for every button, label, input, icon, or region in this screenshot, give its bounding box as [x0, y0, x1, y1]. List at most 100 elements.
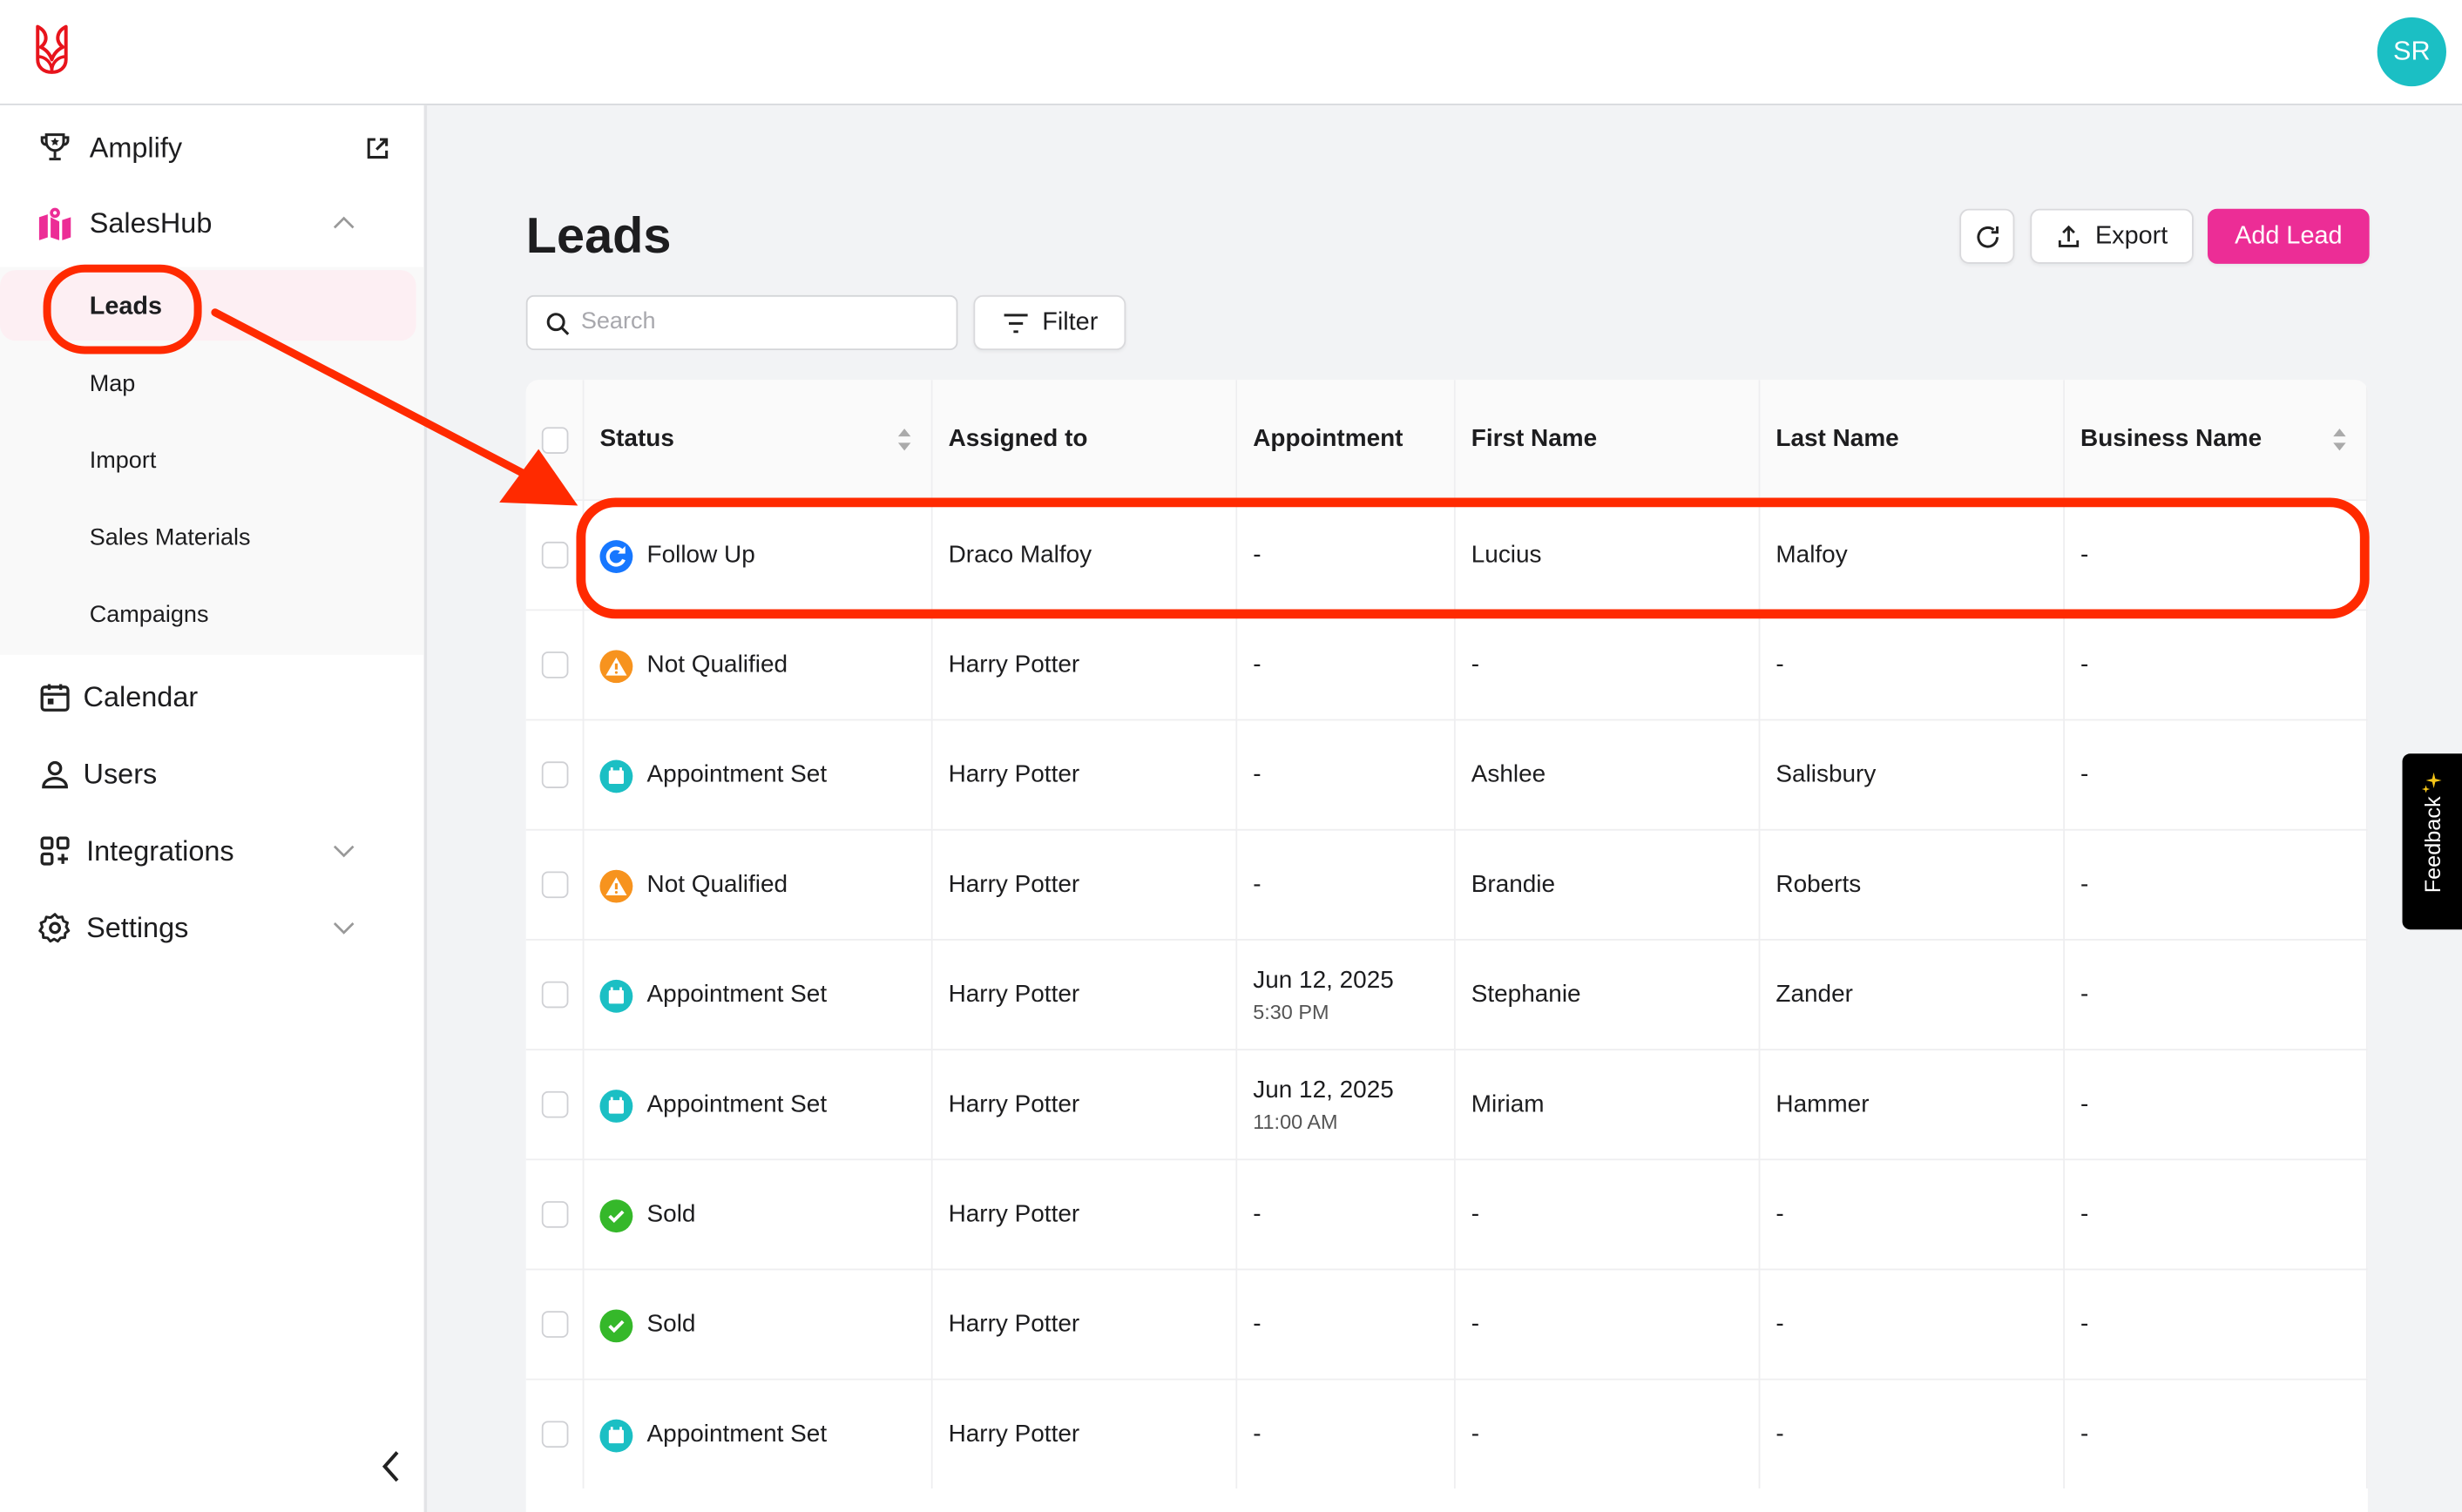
cell-appt: - [1237, 828, 1456, 940]
sidebar-subitem-import[interactable]: Import [89, 447, 157, 475]
collapse-sidebar-chevron-icon[interactable] [377, 1449, 405, 1484]
row-checkbox[interactable] [541, 871, 569, 899]
table-row[interactable]: Sold Harry Potter - - - - [525, 1158, 2368, 1269]
cell-text: Harry Potter [948, 980, 1080, 1008]
sidebar-item-users[interactable]: Users [0, 743, 424, 806]
cell-status: Sold [584, 1158, 933, 1269]
calendar-status-icon [599, 1419, 633, 1453]
refresh-button[interactable] [1959, 208, 2015, 264]
sidebar-item-label: Integrations [86, 834, 234, 867]
row-checkbox-cell [525, 719, 585, 829]
cell-text: - [1775, 1310, 1784, 1337]
cell-text: - [2080, 1420, 2089, 1448]
sidebar-subitem-map[interactable]: Map [89, 370, 136, 398]
cell-text: Stephanie [1471, 980, 1581, 1008]
row-checkbox[interactable] [541, 1421, 569, 1448]
sidebar-item-label: Users [83, 757, 158, 789]
sidebar-item-label: Calendar [83, 680, 199, 712]
cell-text: - [1253, 870, 1261, 898]
row-checkbox[interactable] [541, 761, 569, 788]
app-logo[interactable] [33, 22, 71, 75]
cell-text: Not Qualified [646, 651, 788, 678]
cell-status: Follow Up [584, 499, 933, 610]
follow-up-status-icon [599, 540, 633, 573]
map-pin-icon [38, 207, 71, 240]
column-header-business-name[interactable]: Business Name [2065, 380, 2368, 500]
table-row[interactable]: Not Qualified Harry Potter - - - - [525, 609, 2368, 719]
sort-icon[interactable] [2331, 427, 2347, 452]
row-checkbox-cell [525, 609, 585, 719]
user-avatar[interactable]: SR [2377, 17, 2446, 87]
cell-text: Salisbury [1775, 760, 1877, 788]
sidebar-subitem-leads[interactable]: Leads [89, 294, 163, 321]
gear-icon [38, 913, 71, 943]
chevron-down-icon[interactable] [329, 837, 357, 865]
sidebar-subitem-campaigns[interactable]: Campaigns [89, 601, 209, 629]
chevron-up-icon[interactable] [329, 209, 357, 237]
row-checkbox[interactable] [541, 541, 569, 569]
filter-icon [1004, 313, 1028, 333]
cell-status: Appointment Set [584, 719, 933, 829]
cell-text: Harry Potter [948, 651, 1080, 678]
cell-text: Sold [646, 1310, 696, 1337]
sidebar-item-settings[interactable]: Settings [0, 896, 424, 959]
export-label: Export [2094, 222, 2168, 249]
cell-text: Harry Potter [948, 870, 1080, 898]
search-icon [546, 313, 570, 335]
table-row[interactable]: Appointment Set Harry Potter - - - - [525, 1378, 2368, 1488]
row-checkbox[interactable] [541, 651, 569, 678]
feedback-tab[interactable]: Feedback [2402, 753, 2462, 930]
search-box[interactable] [525, 294, 958, 351]
table-row[interactable]: Sold Harry Potter - - - - [525, 1268, 2368, 1379]
row-checkbox[interactable] [541, 1090, 569, 1118]
row-checkbox[interactable] [541, 1201, 569, 1228]
cell-first: Brandie [1455, 828, 1761, 940]
cell-text: - [1471, 651, 1480, 678]
table-row[interactable]: Not Qualified Harry Potter - Brandie Roberts… [525, 828, 2368, 940]
column-header-assigned-to[interactable]: Assigned to [932, 380, 1238, 500]
cell-appt: Jun 12, 2025 5:30 PM [1237, 939, 1456, 1050]
cell-business: - [2065, 1049, 2368, 1159]
cell-text: Ashlee [1471, 760, 1546, 788]
cell-assigned: Harry Potter [932, 1378, 1238, 1488]
calendar-icon [40, 684, 70, 712]
cell-appt: - [1237, 609, 1456, 719]
page-title: Leads [525, 206, 672, 264]
cell-text: Jun 12, 2025 [1253, 1076, 1394, 1104]
cell-text: - [2080, 760, 2089, 788]
filter-label: Filter [1042, 308, 1099, 335]
cell-text: Jun 12, 2025 [1253, 966, 1394, 994]
cell-text: - [2080, 1090, 2089, 1117]
cell-text: Appointment Set [646, 760, 828, 788]
sidebar-item-amplify[interactable]: Amplify [0, 116, 424, 179]
sidebar-item-saleshub[interactable]: SalesHub [0, 192, 424, 254]
table-row[interactable]: Follow Up Draco Malfoy - Lucius Malfoy - [525, 499, 2368, 610]
select-all-checkbox[interactable] [541, 426, 569, 454]
export-button[interactable]: Export [2030, 208, 2194, 264]
column-header-appointment[interactable]: Appointment [1237, 380, 1456, 500]
sidebar-item-calendar[interactable]: Calendar [0, 665, 424, 728]
column-header-first-name[interactable]: First Name [1455, 380, 1761, 500]
external-link-icon[interactable] [364, 134, 391, 161]
cell-text: - [1775, 651, 1784, 678]
column-header-label: Business Name [2080, 425, 2262, 453]
table-row[interactable]: Appointment Set Harry Potter Jun 12, 2025 1… [525, 1049, 2368, 1159]
cell-text: Harry Potter [948, 1420, 1080, 1448]
column-header-last-name[interactable]: Last Name [1760, 380, 2066, 500]
table-row[interactable]: Appointment Set Harry Potter Jun 12, 2025 5… [525, 939, 2368, 1050]
sidebar-item-integrations[interactable]: Integrations [0, 820, 424, 882]
calendar-status-icon [599, 979, 633, 1013]
add-lead-button[interactable]: Add Lead [2208, 208, 2370, 264]
cell-business: - [2065, 1378, 2368, 1488]
sort-icon[interactable] [896, 427, 912, 452]
cell-text: - [2080, 980, 2089, 1008]
chevron-down-icon[interactable] [329, 914, 357, 942]
cell-text: - [1253, 1420, 1261, 1448]
search-input[interactable] [578, 306, 939, 336]
row-checkbox[interactable] [541, 981, 569, 1009]
column-header-status[interactable]: Status [584, 380, 933, 500]
row-checkbox[interactable] [541, 1311, 569, 1338]
table-row[interactable]: Appointment Set Harry Potter - Ashlee Salisb… [525, 719, 2368, 829]
filter-button[interactable]: Filter [973, 294, 1126, 351]
sidebar-subitem-sales-materials[interactable]: Sales Materials [89, 524, 251, 551]
